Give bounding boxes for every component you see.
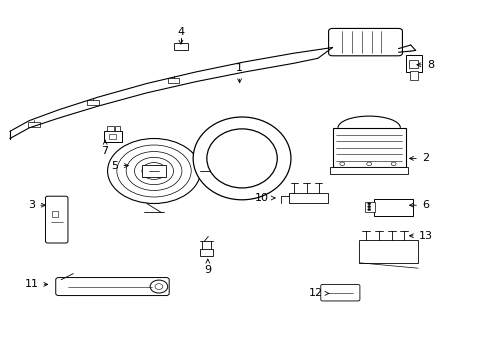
Text: 13: 13: [409, 231, 431, 241]
Bar: [167, 78, 179, 83]
Bar: [173, 43, 188, 50]
Text: 4: 4: [177, 27, 184, 44]
Text: 2: 2: [409, 153, 428, 163]
FancyBboxPatch shape: [328, 28, 402, 56]
Bar: [405, 55, 421, 72]
Bar: [359, 240, 417, 263]
Text: 11: 11: [25, 279, 47, 289]
Bar: [103, 131, 122, 142]
Circle shape: [367, 203, 370, 205]
Bar: [106, 126, 114, 131]
Bar: [52, 211, 58, 217]
Text: 3: 3: [28, 200, 45, 210]
Bar: [408, 60, 417, 68]
Circle shape: [366, 162, 371, 166]
Bar: [142, 165, 166, 177]
Circle shape: [155, 284, 163, 289]
Ellipse shape: [206, 129, 277, 188]
Text: 8: 8: [416, 60, 433, 70]
Bar: [332, 128, 405, 167]
Bar: [115, 126, 120, 131]
Bar: [322, 286, 357, 300]
Circle shape: [367, 206, 370, 208]
FancyBboxPatch shape: [45, 196, 68, 243]
Bar: [329, 167, 407, 174]
Bar: [288, 193, 327, 203]
Text: 6: 6: [409, 200, 428, 210]
Circle shape: [150, 280, 167, 293]
Bar: [108, 134, 116, 139]
Bar: [28, 122, 40, 127]
Ellipse shape: [193, 117, 290, 200]
Circle shape: [390, 162, 395, 166]
Text: 10: 10: [254, 193, 274, 203]
Text: 5: 5: [111, 161, 128, 171]
Bar: [87, 100, 99, 105]
Text: 12: 12: [308, 288, 328, 298]
Text: 1: 1: [236, 63, 243, 83]
FancyBboxPatch shape: [56, 278, 169, 296]
Ellipse shape: [107, 139, 200, 203]
Text: 7: 7: [102, 140, 108, 156]
Text: 9: 9: [204, 259, 211, 275]
FancyBboxPatch shape: [320, 284, 359, 301]
Bar: [199, 249, 213, 256]
Circle shape: [367, 208, 370, 211]
Bar: [409, 71, 417, 80]
Bar: [207, 167, 216, 175]
Circle shape: [339, 162, 344, 166]
Bar: [373, 199, 412, 216]
Bar: [365, 202, 374, 212]
